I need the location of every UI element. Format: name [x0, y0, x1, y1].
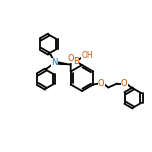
Text: N: N: [51, 58, 57, 67]
Polygon shape: [55, 61, 71, 65]
Text: O: O: [121, 79, 128, 88]
Text: O: O: [98, 79, 105, 88]
Text: B: B: [73, 57, 79, 66]
Text: OH: OH: [81, 51, 93, 60]
Text: O: O: [67, 54, 74, 63]
